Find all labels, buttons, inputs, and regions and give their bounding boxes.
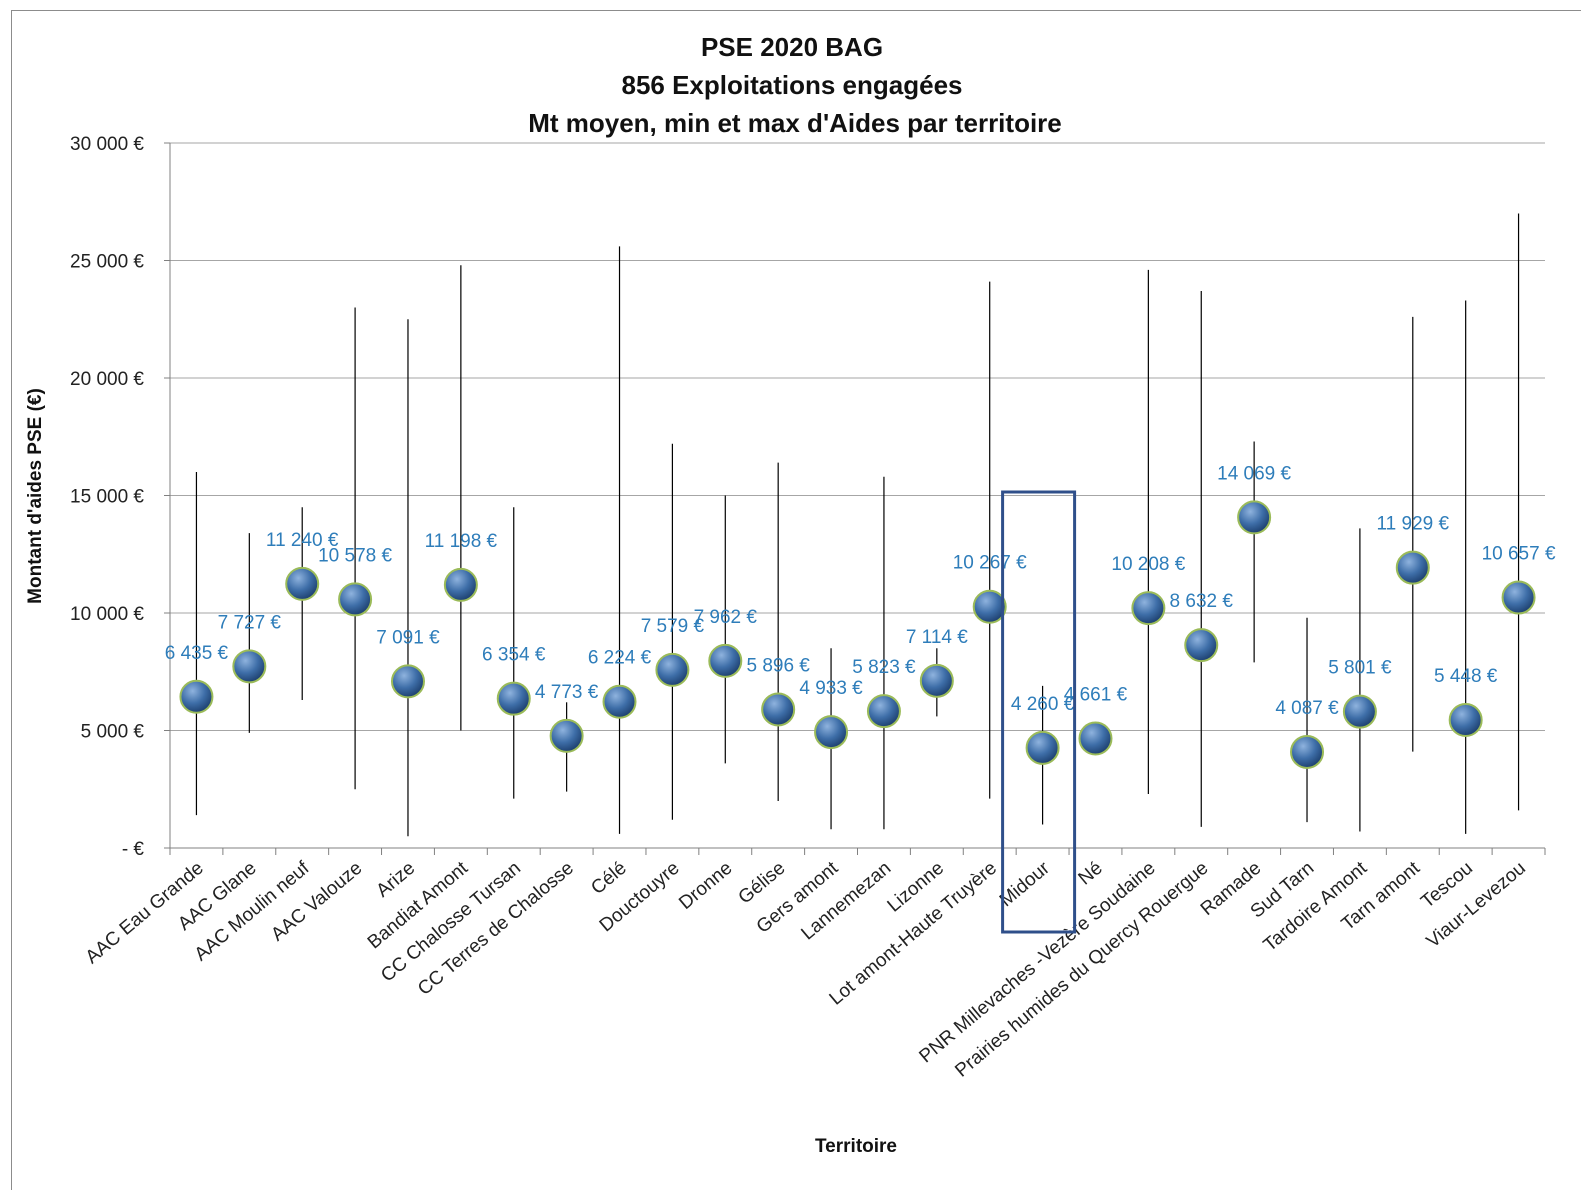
x-tick-label: Midour bbox=[996, 857, 1055, 911]
mean-point bbox=[655, 652, 690, 687]
data-label: 4 260 € bbox=[1011, 694, 1075, 715]
data-label: 5 448 € bbox=[1434, 666, 1498, 687]
mean-point bbox=[1448, 702, 1483, 737]
x-axis-label: Territoire bbox=[815, 1136, 897, 1157]
data-label: 10 578 € bbox=[318, 545, 392, 566]
y-axis-ticks: - € 5 000 € 10 000 € 15 000 € 20 000 € 25 000… bbox=[70, 134, 170, 860]
mean-point bbox=[1078, 721, 1113, 756]
data-label: 5 823 € bbox=[852, 657, 916, 678]
data-label: 5 801 € bbox=[1328, 658, 1392, 679]
mean-point bbox=[1131, 591, 1166, 626]
mean-point bbox=[232, 649, 267, 684]
data-label: 7 962 € bbox=[694, 607, 758, 628]
y-tick-label: 15 000 € bbox=[70, 487, 144, 508]
mean-point bbox=[496, 681, 531, 716]
mean-point bbox=[708, 643, 743, 678]
mean-point bbox=[179, 679, 214, 714]
data-label: 10 267 € bbox=[953, 553, 1027, 574]
chart-title-line-3: Mt moyen, min et max d'Aides par territo… bbox=[528, 108, 1062, 138]
data-label: 10 657 € bbox=[1482, 544, 1556, 565]
highlight-box bbox=[1001, 490, 1077, 934]
mean-point bbox=[972, 589, 1007, 624]
data-label: 10 208 € bbox=[1111, 554, 1185, 575]
chart-frame bbox=[11, 10, 1581, 1190]
data-label: 6 224 € bbox=[588, 648, 652, 669]
x-tick-label: Né bbox=[1075, 858, 1107, 890]
mean-point bbox=[549, 718, 584, 753]
y-tick-label: 5 000 € bbox=[81, 722, 145, 743]
mean-point bbox=[1237, 500, 1272, 535]
data-label: 4 933 € bbox=[799, 678, 863, 699]
data-label: 7 579 € bbox=[641, 616, 705, 637]
y-tick-label: 10 000 € bbox=[70, 604, 144, 625]
data-label: 7 091 € bbox=[376, 627, 440, 648]
chart-title-line-2: 856 Exploitations engagées bbox=[621, 70, 962, 100]
x-tick-label: Prairies humides du Quercy Rouergue bbox=[951, 858, 1212, 1082]
data-label: 7 727 € bbox=[218, 612, 282, 633]
data-label: 4 087 € bbox=[1275, 698, 1339, 719]
y-axis-label: Montant d'aides PSE (€) bbox=[25, 388, 46, 604]
mean-point bbox=[919, 663, 954, 698]
data-label: 7 114 € bbox=[906, 627, 968, 648]
y-tick-label: 25 000 € bbox=[70, 252, 144, 273]
x-tick-label: AAC Valouze bbox=[267, 858, 366, 946]
mean-point bbox=[443, 567, 478, 602]
chart-title: PSE 2020 BAG 856 Exploitations engagées … bbox=[528, 32, 1062, 138]
data-label: 11 929 € bbox=[1377, 514, 1450, 535]
range-lines bbox=[195, 213, 1520, 837]
mean-point bbox=[1501, 580, 1536, 615]
y-tick-label: 20 000 € bbox=[70, 369, 144, 390]
data-label: 11 198 € bbox=[425, 531, 498, 552]
mean-point bbox=[285, 566, 320, 601]
highlight-rect bbox=[1001, 490, 1077, 934]
mean-point bbox=[1342, 694, 1377, 729]
mean-point bbox=[761, 692, 796, 727]
data-label: 8 632 € bbox=[1170, 591, 1234, 612]
mean-point bbox=[390, 664, 425, 699]
mean-point bbox=[866, 694, 901, 729]
mean-point bbox=[1184, 628, 1219, 663]
data-label: 6 435 € bbox=[165, 643, 229, 664]
y-tick-label: 30 000 € bbox=[70, 134, 144, 155]
data-label: 4 773 € bbox=[535, 682, 599, 703]
data-label: 14 069 € bbox=[1217, 463, 1291, 484]
x-tick-label: Arize bbox=[373, 858, 420, 902]
y-tick-label: - € bbox=[122, 839, 145, 860]
data-label: 5 896 € bbox=[746, 655, 810, 676]
x-tick-label: Dronne bbox=[675, 858, 736, 914]
mean-point bbox=[1290, 734, 1325, 769]
mean-points bbox=[179, 500, 1536, 769]
data-labels: 6 435 € 7 727 € 11 240 €10 578 € 7 091 € 11 … bbox=[165, 463, 1556, 719]
mean-point bbox=[1395, 550, 1430, 585]
grid-lines bbox=[170, 142, 1545, 731]
mean-point bbox=[338, 582, 373, 617]
data-label: 6 354 € bbox=[482, 645, 546, 666]
mean-point bbox=[814, 715, 849, 750]
data-label: 11 240 € bbox=[266, 530, 339, 551]
data-label: 4 661 € bbox=[1064, 684, 1128, 705]
x-tick-label: Célé bbox=[587, 858, 630, 899]
mean-point bbox=[1025, 730, 1060, 765]
mean-point bbox=[602, 684, 637, 719]
chart-title-line-1: PSE 2020 BAG bbox=[701, 32, 883, 62]
